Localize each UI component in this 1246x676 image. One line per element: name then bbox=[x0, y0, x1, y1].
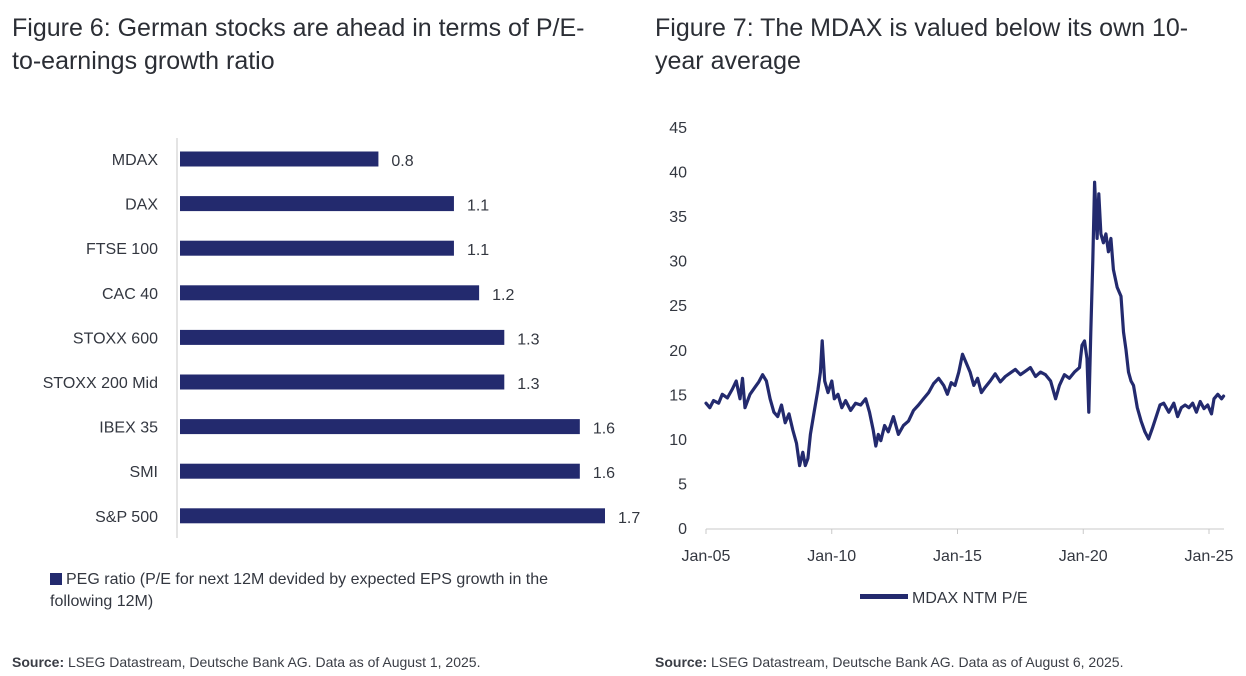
x-tick-label: Jan-20 bbox=[1059, 548, 1108, 565]
source-text: LSEG Datastream, Deutsche Bank AG. Data … bbox=[64, 654, 481, 670]
y-tick-label: 5 bbox=[678, 476, 687, 493]
category-label: SMI bbox=[130, 464, 158, 481]
x-tick-label: Jan-05 bbox=[682, 548, 731, 565]
figure6-legend-label: PEG ratio (P/E for next 12M devided by e… bbox=[50, 571, 549, 610]
category-label: IBEX 35 bbox=[99, 420, 158, 437]
figure6-legend: PEG ratio (P/E for next 12M devided by e… bbox=[50, 569, 590, 613]
figure7-legend: MDAX NTM P/E bbox=[860, 588, 1028, 610]
bar-stoxx-200-mid bbox=[180, 374, 505, 390]
figure6-title: Figure 6: German stocks are ahead in ter… bbox=[12, 14, 585, 75]
bar-ibex-35 bbox=[180, 419, 580, 435]
figure7-legend-label: MDAX NTM P/E bbox=[912, 590, 1028, 607]
category-label: MDAX bbox=[112, 152, 159, 169]
category-label: DAX bbox=[125, 197, 158, 214]
category-label: STOXX 600 bbox=[73, 330, 158, 347]
value-label: 0.8 bbox=[391, 153, 413, 170]
bar-stoxx-600 bbox=[180, 329, 505, 345]
figure7-source: Source: LSEG Datastream, Deutsche Bank A… bbox=[655, 654, 1123, 670]
figure7-line-chart: 0 5 10 15 20 25 30 35 40 45 Jan-05 Jan-10 Jan-15 Jan-… bbox=[669, 120, 1234, 565]
y-tick-label: 45 bbox=[669, 120, 687, 137]
y-tick-label: 30 bbox=[669, 254, 687, 271]
source-text: LSEG Datastream, Deutsche Bank AG. Data … bbox=[707, 654, 1124, 670]
x-tick-label: Jan-15 bbox=[933, 548, 982, 565]
category-label: FTSE 100 bbox=[86, 241, 158, 258]
value-label: 1.1 bbox=[467, 198, 489, 215]
source-label: Source: bbox=[12, 654, 65, 670]
value-label: 1.3 bbox=[517, 376, 539, 393]
y-tick-label: 20 bbox=[669, 343, 687, 360]
bar-ftse-100 bbox=[180, 240, 454, 256]
value-label: 1.2 bbox=[492, 287, 514, 304]
value-label: 1.6 bbox=[593, 421, 615, 438]
category-label: S&P 500 bbox=[95, 509, 158, 526]
bar-mdax bbox=[180, 151, 379, 167]
value-label: 1.3 bbox=[517, 331, 539, 348]
category-label: CAC 40 bbox=[102, 286, 158, 303]
legend-swatch bbox=[50, 573, 62, 585]
figure6-source: Source: LSEG Datastream, Deutsche Bank A… bbox=[12, 654, 480, 670]
bar-dax bbox=[180, 196, 454, 212]
y-tick-label: 0 bbox=[678, 521, 687, 538]
y-tick-label: 15 bbox=[669, 387, 687, 404]
y-tick-label: 25 bbox=[669, 298, 687, 315]
value-label: 1.6 bbox=[593, 465, 615, 482]
y-tick-label: 10 bbox=[669, 432, 687, 449]
value-label: 1.1 bbox=[467, 242, 489, 259]
x-tick-label: Jan-25 bbox=[1185, 548, 1234, 565]
bar-s-p-500 bbox=[180, 508, 605, 524]
bar-cac-40 bbox=[180, 285, 480, 301]
value-label: 1.7 bbox=[618, 510, 640, 527]
source-label: Source: bbox=[655, 654, 708, 670]
category-label: STOXX 200 Mid bbox=[43, 375, 158, 392]
figure6-bar-chart: MDAX 0.8 DAX 1.1 FTSE 100 1.1 CAC 40 1.2 STOXX 6… bbox=[43, 138, 640, 538]
x-tick-label: Jan-10 bbox=[807, 548, 856, 565]
mdax-pe-series-line bbox=[704, 180, 1226, 468]
bar-smi bbox=[180, 463, 580, 479]
figure7-title: Figure 7: The MDAX is valued below its o… bbox=[655, 14, 1189, 75]
legend-line-swatch bbox=[860, 594, 908, 599]
y-tick-label: 40 bbox=[669, 165, 687, 182]
y-tick-label: 35 bbox=[669, 209, 687, 226]
